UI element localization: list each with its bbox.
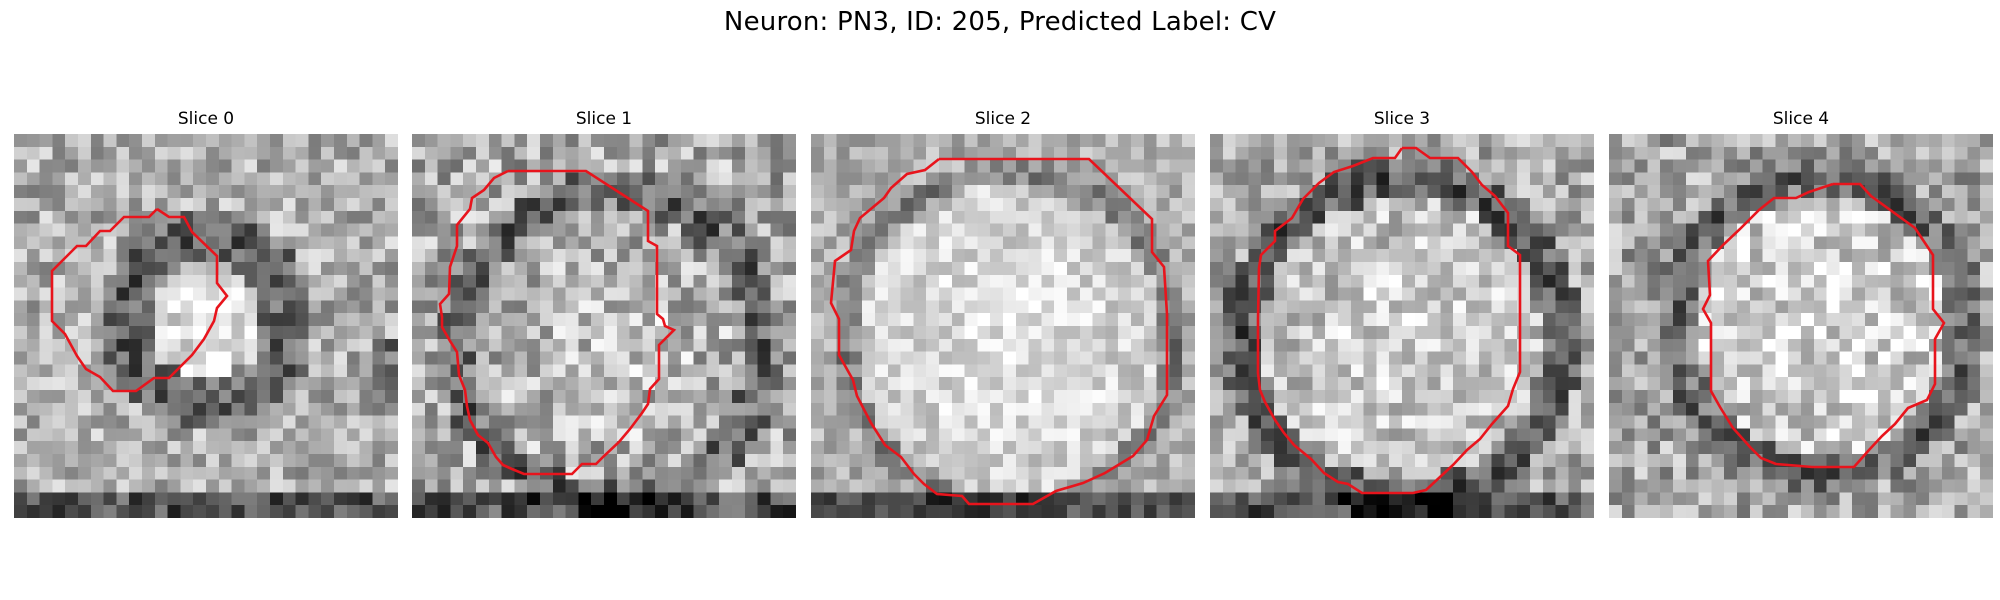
microscopy-slice-image [1609,134,1993,518]
segmentation-contour [50,207,229,393]
slice-title: Slice 2 [974,109,1032,129]
slice-title: Slice 4 [1772,109,1830,129]
microscopy-slice-image [1210,134,1594,518]
segmentation-contour [438,169,677,476]
segmentation-contour-overlay [50,207,229,393]
figure-title: Neuron: PN3, ID: 205, Predicted Label: C… [723,7,1277,37]
microscopy-slice-image [412,134,796,518]
segmentation-contour [829,157,1169,506]
microscopy-slice-image [14,134,398,518]
segmentation-contour [1701,182,1946,469]
slice-image [1210,134,1594,518]
slice-title: Slice 0 [177,109,235,129]
slice-title: Slice 3 [1373,109,1431,129]
slice-panel: Slice 4 [1609,108,1993,518]
slice-image [412,134,796,518]
segmentation-contour [1256,146,1522,495]
segmentation-contour-overlay [438,169,677,476]
slice-panel: Slice 0 [14,108,398,518]
slice-panel: Slice 1 [412,108,796,518]
slice-panel: Slice 2 [811,108,1195,518]
slice-image [811,134,1195,518]
slice-title: Slice 1 [575,109,633,129]
slice-panel: Slice 3 [1210,108,1594,518]
segmentation-contour-overlay [1701,182,1946,469]
segmentation-contour-overlay [1256,146,1522,495]
segmentation-contour-overlay [829,157,1169,506]
slice-image [14,134,398,518]
slice-image [1609,134,1993,518]
